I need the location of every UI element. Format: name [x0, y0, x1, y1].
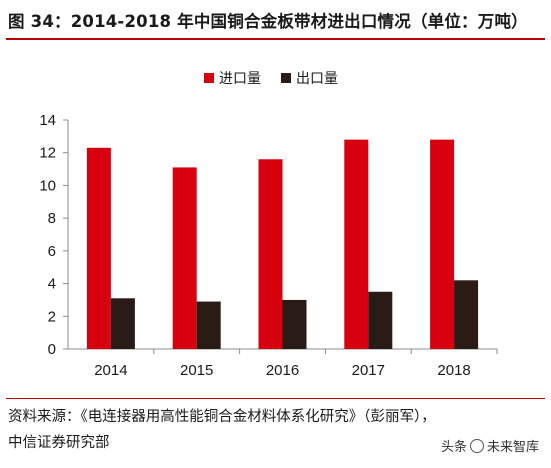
y-tick-label: 14 [39, 112, 56, 129]
x-tick-label: 2017 [352, 362, 385, 379]
y-tick-label: 10 [39, 177, 56, 194]
bar-import [86, 147, 111, 349]
bar-export [110, 298, 135, 349]
chart-title: 图 34：2014-2018 年中国铜合金板带材进出口情况（单位：万吨） [8, 12, 528, 31]
bar-export [454, 280, 479, 349]
bar-chart: 0 2 4 6 8 10 12 14 2014 2015 2016 2017 2018 [39, 112, 498, 379]
legend-item-import: 进口量 [204, 68, 261, 88]
bar-export [196, 301, 221, 349]
legend-item-export: 出口量 [281, 68, 338, 88]
y-tick-label: 12 [39, 145, 56, 162]
x-tick-label: 2018 [437, 362, 470, 379]
legend-label-export: 出口量 [296, 71, 338, 87]
watermark: 头条 未来智库 [441, 436, 539, 455]
y-tick-label: 0 [48, 341, 56, 358]
source-line-1: 资料来源：《电连接器用高性能铜合金材料体系化研究》（彭丽军）， [8, 409, 436, 425]
x-tick-label: 2015 [180, 362, 213, 379]
y-tick-label: 6 [48, 243, 56, 260]
legend-swatch-export [281, 73, 291, 83]
x-tick-label: 2016 [266, 362, 299, 379]
watermark-prefix: 头条 [440, 440, 467, 455]
footer-divider [6, 398, 545, 399]
legend-swatch-import [204, 73, 214, 83]
x-tick-label: 2014 [94, 362, 127, 379]
title-divider [6, 38, 545, 40]
bar-import [172, 167, 197, 349]
y-tick-label: 8 [48, 210, 56, 227]
legend: 进口量 出口量 [204, 68, 358, 88]
bar-export [368, 291, 393, 349]
at-icon [469, 438, 484, 453]
bar-export [282, 299, 307, 349]
bar-import [258, 159, 283, 349]
legend-label-import: 进口量 [219, 71, 261, 87]
source-line-2: 中信证券研究部 [8, 435, 110, 451]
y-tick-label: 2 [48, 308, 56, 325]
bar-import [344, 139, 369, 349]
bar-import [430, 139, 455, 349]
y-tick-label: 4 [48, 276, 56, 293]
source-note: 资料来源：《电连接器用高性能铜合金材料体系化研究》（彭丽军）， 中信证券研究部 [8, 404, 436, 456]
watermark-name: 未来智库 [486, 440, 539, 455]
